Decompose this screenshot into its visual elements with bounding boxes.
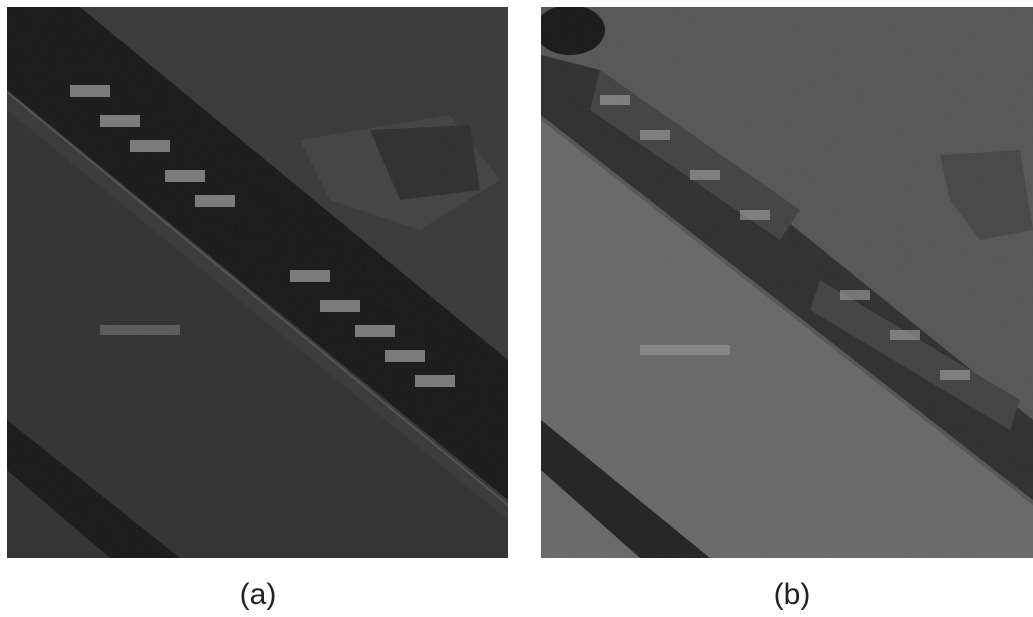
figure: (a) (b) xyxy=(0,0,1033,617)
image-b xyxy=(535,5,1033,558)
image-a xyxy=(7,7,508,558)
caption: (a) xyxy=(198,578,318,612)
caption: (b) xyxy=(732,578,852,612)
sar-images xyxy=(0,0,1033,617)
